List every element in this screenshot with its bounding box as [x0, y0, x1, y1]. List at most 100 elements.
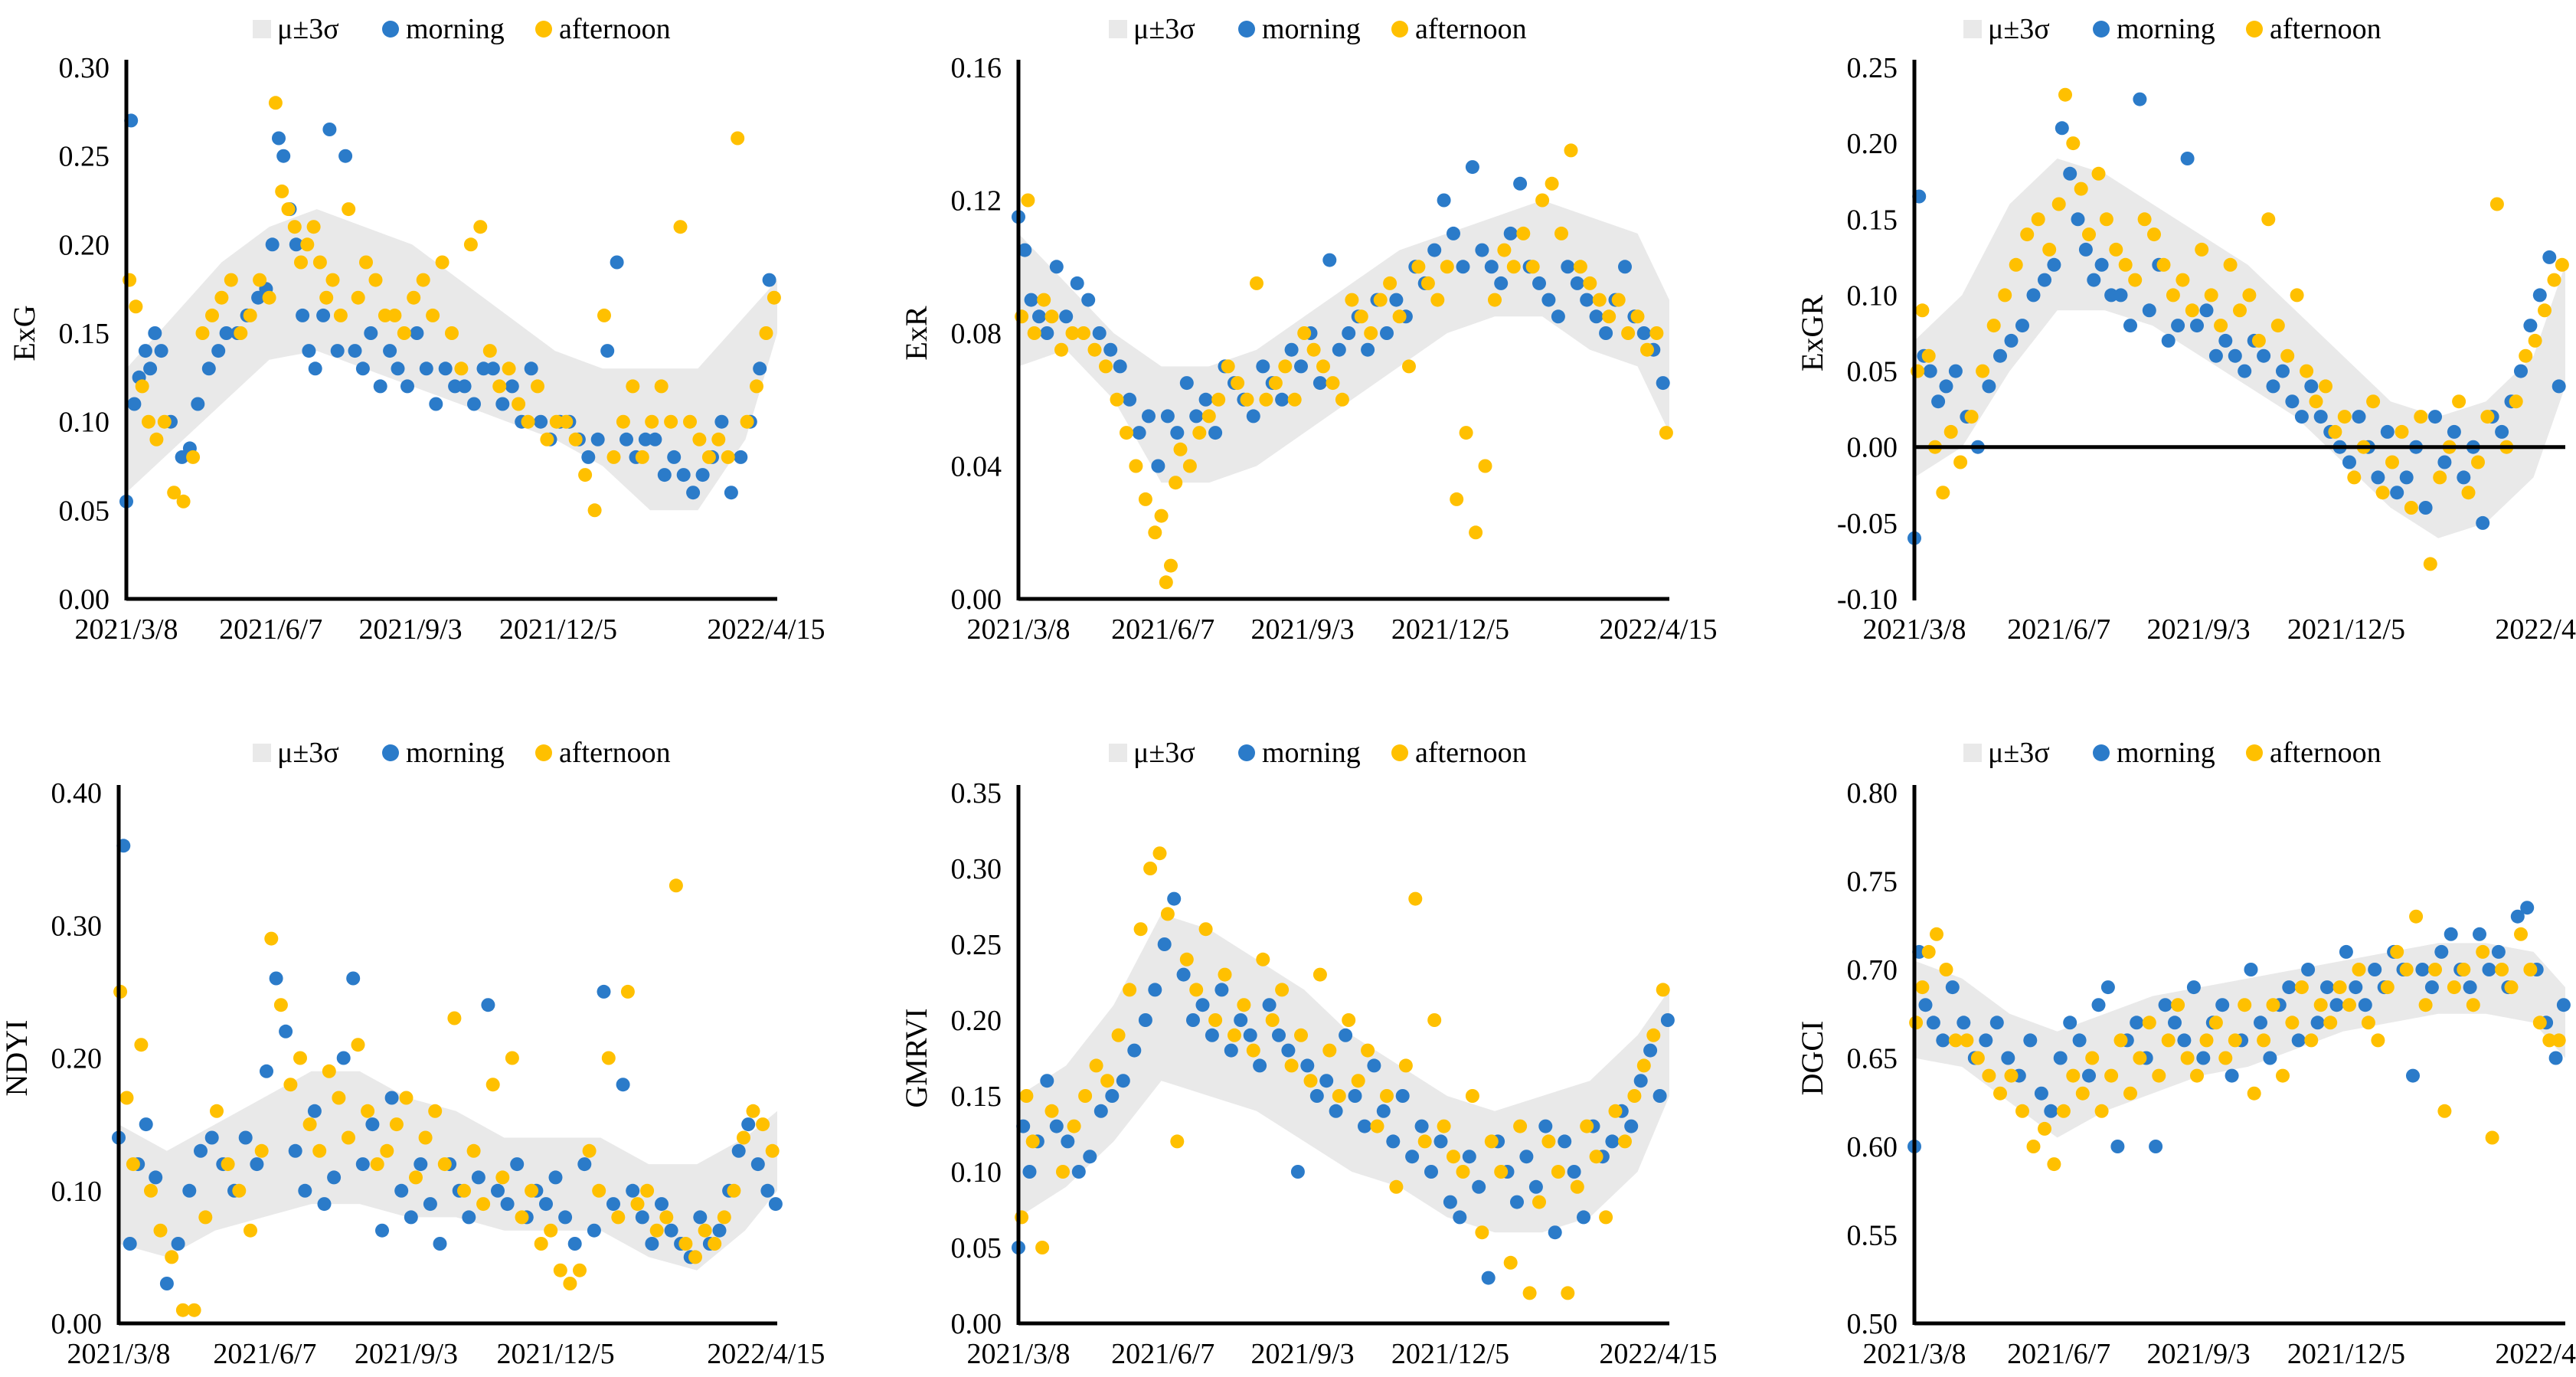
morning-point: [1127, 1043, 1142, 1058]
afternoon-point: [149, 432, 164, 446]
afternoon-point: [1182, 459, 1197, 473]
afternoon-point: [1287, 392, 1302, 407]
afternoon-point: [387, 308, 402, 322]
legend-morning-label: morning: [1262, 13, 1361, 45]
afternoon-point: [1998, 288, 2012, 303]
morning-point: [1923, 364, 1937, 378]
afternoon-point: [2361, 1016, 2375, 1030]
x-tick-label: 2021/12/5: [2287, 1338, 2405, 1370]
afternoon-point: [454, 361, 469, 376]
morning-point: [2329, 998, 2344, 1012]
afternoon-point: [1939, 963, 1953, 976]
afternoon-point: [2323, 1016, 2338, 1030]
afternoon-point: [1129, 459, 1143, 473]
afternoon-point: [1389, 1179, 1404, 1194]
afternoon-point: [2380, 980, 2395, 995]
afternoon-point: [2204, 288, 2218, 303]
morning-point: [138, 344, 152, 358]
x-tick-label: 2021/6/7: [2007, 613, 2110, 646]
morning-point: [1329, 1104, 1343, 1118]
x-tick-label: 2021/9/3: [1251, 1338, 1355, 1370]
morning-point: [2004, 333, 2019, 348]
legend-band-label: μ±3σ: [1133, 13, 1195, 45]
morning-point: [2476, 515, 2490, 530]
afternoon-point: [756, 1117, 770, 1132]
x-tick-label: 2021/6/7: [219, 613, 322, 646]
afternoon-point: [167, 486, 181, 500]
morning-point: [365, 1117, 380, 1132]
morning-point: [2158, 998, 2172, 1012]
morning-point: [1538, 1119, 1553, 1133]
morning-point: [2415, 963, 2430, 976]
morning-point: [1945, 980, 1960, 995]
afternoon-point: [1516, 226, 1531, 240]
afternoon-point: [1427, 1013, 1442, 1027]
x-tick-label: 2021/3/8: [1862, 1338, 1966, 1370]
morning-point: [1660, 1013, 1675, 1027]
afternoon-point: [1636, 1058, 1651, 1073]
morning-point: [2133, 92, 2147, 106]
afternoon-point: [319, 290, 334, 305]
afternoon-point: [2074, 182, 2088, 196]
afternoon-point: [2099, 212, 2113, 227]
morning-point: [1437, 193, 1451, 208]
afternoon-point: [1915, 303, 1930, 318]
afternoon-point: [273, 998, 288, 1012]
morning-point: [1157, 937, 1172, 951]
y-tick-label: 0.25: [951, 929, 1002, 961]
afternoon-point: [1494, 1165, 1509, 1179]
y-tick-label: 0.60: [1847, 1131, 1898, 1163]
afternoon-point: [1275, 983, 1290, 997]
morning-point: [219, 326, 234, 340]
afternoon-point: [262, 290, 276, 305]
morning-point: [414, 1157, 428, 1172]
morning-point: [2491, 944, 2506, 959]
afternoon-point: [2266, 998, 2280, 1012]
afternoon-point: [1089, 1058, 1103, 1073]
morning-point: [2266, 379, 2280, 394]
morning-point: [2038, 273, 2051, 287]
afternoon-point: [2133, 1051, 2147, 1065]
morning-point: [539, 1197, 553, 1212]
x-tick-label: 2021/3/8: [74, 613, 178, 646]
afternoon-point: [1019, 1089, 1034, 1103]
afternoon-point: [2523, 963, 2538, 976]
y-tick-label: 0.55: [1847, 1220, 1898, 1252]
y-tick-label: 0.10: [51, 1176, 103, 1208]
afternoon-point: [721, 450, 735, 464]
afternoon-point: [1402, 359, 1416, 374]
afternoon-point: [2347, 470, 2362, 485]
morning-point: [1103, 342, 1118, 357]
morning-point: [1123, 392, 1137, 407]
morning-point: [558, 1210, 573, 1225]
morning-point: [1198, 392, 1213, 407]
afternoon-point: [587, 503, 602, 518]
afternoon-point: [2047, 1157, 2061, 1172]
morning-point: [2215, 998, 2230, 1012]
afternoon-point: [2091, 166, 2106, 181]
afternoon-point: [1021, 193, 1035, 208]
morning-point: [619, 432, 633, 446]
afternoon-point: [187, 1303, 201, 1317]
afternoon-point: [2031, 212, 2045, 227]
morning-point: [467, 397, 481, 411]
morning-point: [1561, 260, 1575, 274]
afternoon-point: [1278, 359, 1293, 374]
morning-point: [1179, 376, 1194, 391]
legend-morning-label: morning: [1262, 737, 1361, 769]
afternoon-point: [2228, 1033, 2242, 1048]
afternoon-point: [1256, 952, 1270, 967]
morning-point: [2100, 980, 2115, 995]
x-tick-label: 2022/4/15: [1599, 1338, 1717, 1370]
afternoon-point: [2218, 1051, 2233, 1065]
afternoon-point: [2020, 227, 2035, 242]
afternoon-point: [2390, 944, 2404, 959]
afternoon-point: [2547, 273, 2561, 287]
afternoon-point: [1948, 1033, 1963, 1048]
afternoon-point: [1993, 1086, 2007, 1101]
afternoon-point: [2147, 227, 2161, 242]
morning-point: [524, 361, 538, 376]
afternoon-point: [582, 1143, 597, 1158]
afternoon-point: [626, 379, 640, 394]
